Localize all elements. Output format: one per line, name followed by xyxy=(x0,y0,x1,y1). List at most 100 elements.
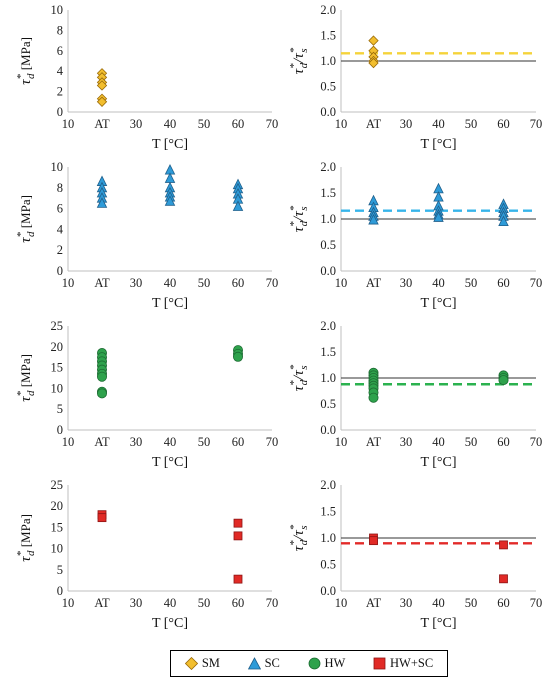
x-axis-title: T [°C] xyxy=(152,616,188,631)
y-tick-label: 1.0 xyxy=(320,531,336,545)
data-point xyxy=(433,191,444,202)
y-tick-label: 0.0 xyxy=(320,584,336,598)
data-point xyxy=(164,195,176,206)
x-tick-label: 30 xyxy=(400,596,413,610)
x-tick-label: 30 xyxy=(400,276,413,290)
x-tick-label: 40 xyxy=(432,596,445,610)
data-point xyxy=(232,351,243,362)
x-tick-label: AT xyxy=(366,596,382,610)
x-tick-label: AT xyxy=(94,276,110,290)
data-point xyxy=(368,57,379,69)
data-point xyxy=(96,80,108,91)
x-tick-label: 60 xyxy=(232,117,245,131)
y-tick-label: 0.5 xyxy=(320,238,336,252)
y-tick-label: 10 xyxy=(51,3,64,17)
x-tick-label: 50 xyxy=(198,596,211,610)
x-tick-label: 70 xyxy=(530,435,543,449)
x-tick-label: AT xyxy=(366,435,382,449)
y-axis-title: τ*d/τ*s xyxy=(288,524,310,551)
x-tick-label: 40 xyxy=(432,435,445,449)
chart-sc-normalized: 0.0 0.5 1.0 1.5 2.0 10 AT 30 40 50 60 70 T [°C] τ*d/τ… xyxy=(288,160,542,311)
x-tick-label: 50 xyxy=(465,596,478,610)
y-tick-label: 8 xyxy=(57,23,63,37)
y-tick-label: 6 xyxy=(57,202,63,216)
x-tick-label: 40 xyxy=(432,117,445,131)
data-point xyxy=(233,531,243,541)
x-axis-title: T [°C] xyxy=(420,137,456,152)
chart-sm-absolute: 0 2 4 6 8 10 10 AT 30 40 50 60 70 T [°C] τ*d [MPa] xyxy=(15,3,278,152)
y-tick-label: 10 xyxy=(51,160,64,174)
y-tick-label: 2 xyxy=(57,243,63,257)
data-point xyxy=(369,536,378,546)
x-tick-label: 30 xyxy=(130,596,143,610)
chart-sm-normalized: 0.0 0.5 1.0 1.5 2.0 10 AT 30 40 50 60 70 T [°C] τ*d/τ… xyxy=(288,3,542,152)
y-tick-label: 0 xyxy=(57,105,63,119)
data-point xyxy=(368,213,379,225)
x-tick-label: AT xyxy=(94,435,110,449)
x-tick-label: 60 xyxy=(497,435,510,449)
legend-item-sm: SM xyxy=(184,656,220,671)
y-tick-label: 5 xyxy=(57,563,63,577)
x-tick-label: 70 xyxy=(530,276,543,290)
y-tick-label: 4 xyxy=(57,64,64,78)
y-tick-label: 2.0 xyxy=(320,319,336,333)
y-tick-label: 0.5 xyxy=(320,558,336,572)
x-tick-label: 70 xyxy=(266,276,279,290)
x-axis-title: T [°C] xyxy=(152,137,188,152)
y-tick-label: 25 xyxy=(51,319,64,333)
legend: SM SC HW HW+SC xyxy=(170,650,448,677)
y-axis-title: τ*d/τ*s xyxy=(288,47,310,74)
y-tick-label: 2.0 xyxy=(320,160,336,174)
y-tick-label: 10 xyxy=(51,381,64,395)
x-tick-label: 30 xyxy=(400,435,413,449)
y-tick-label: 1.5 xyxy=(320,505,336,519)
x-tick-label: 60 xyxy=(232,596,245,610)
x-tick-label: 60 xyxy=(497,276,510,290)
x-axis-title: T [°C] xyxy=(152,296,188,311)
data-point xyxy=(499,574,508,584)
y-tick-label: 6 xyxy=(57,44,63,58)
x-axis-title: T [°C] xyxy=(420,455,456,470)
y-tick-label: 0.0 xyxy=(320,105,336,119)
x-tick-label: 10 xyxy=(62,596,75,610)
x-tick-label: 50 xyxy=(198,276,211,290)
data-point xyxy=(368,392,379,403)
x-tick-label: 60 xyxy=(497,117,510,131)
y-tick-label: 0 xyxy=(57,423,63,437)
square-icon xyxy=(373,657,386,670)
y-tick-label: 1.5 xyxy=(320,345,336,359)
y-tick-label: 2.0 xyxy=(320,3,336,17)
y-tick-label: 0.0 xyxy=(320,264,336,278)
x-tick-label: 40 xyxy=(164,276,177,290)
y-tick-label: 20 xyxy=(51,340,64,354)
x-tick-label: 10 xyxy=(335,596,348,610)
y-tick-label: 1.0 xyxy=(320,54,336,68)
x-tick-label: 40 xyxy=(164,596,177,610)
x-tick-label: 10 xyxy=(335,117,348,131)
y-tick-label: 15 xyxy=(51,520,64,534)
x-tick-label: 30 xyxy=(130,276,143,290)
x-tick-label: AT xyxy=(94,596,110,610)
x-tick-label: 40 xyxy=(432,276,445,290)
x-tick-label: 60 xyxy=(497,596,510,610)
x-tick-label: 50 xyxy=(465,276,478,290)
data-point xyxy=(232,200,244,211)
data-point xyxy=(368,35,379,46)
x-tick-label: 50 xyxy=(465,117,478,131)
x-tick-label: 30 xyxy=(130,435,143,449)
legend-label-hw: HW xyxy=(324,656,346,670)
x-tick-label: 10 xyxy=(335,435,348,449)
y-axis-title: τ*d [MPa] xyxy=(15,195,37,243)
legend-label-hwsc: HW+SC xyxy=(390,656,434,670)
y-tick-label: 1.0 xyxy=(320,212,336,226)
x-tick-label: AT xyxy=(366,117,382,131)
data-point xyxy=(164,172,176,183)
y-axis-title: τ*d [MPa] xyxy=(15,37,37,85)
y-tick-label: 0.5 xyxy=(320,397,336,411)
y-tick-label: 10 xyxy=(51,542,64,556)
x-tick-label: 40 xyxy=(164,117,177,131)
y-tick-label: 5 xyxy=(57,402,63,416)
circle-icon xyxy=(308,657,320,670)
x-axis-title: T [°C] xyxy=(420,296,456,311)
chart-hw-normalized: 0.0 0.5 1.0 1.5 2.0 10 AT 30 40 50 60 70 T [°C] τ*d/τ… xyxy=(288,319,542,470)
